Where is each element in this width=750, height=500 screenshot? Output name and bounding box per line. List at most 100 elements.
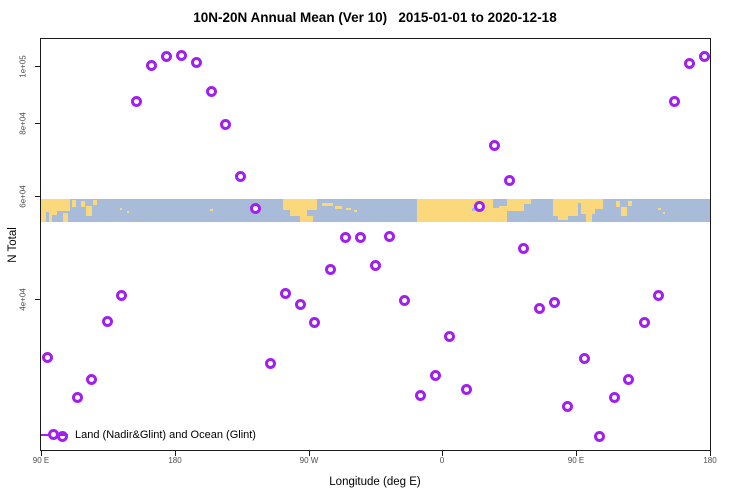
water-patch bbox=[595, 209, 603, 222]
x-tick-label: 180 bbox=[703, 456, 717, 465]
x-tick-label: 0 bbox=[439, 456, 445, 465]
land-patch bbox=[586, 214, 592, 222]
data-point bbox=[652, 289, 664, 301]
water-patch bbox=[493, 199, 499, 208]
map-strip bbox=[41, 199, 710, 222]
data-point bbox=[85, 373, 97, 385]
data-point bbox=[115, 289, 127, 301]
x-tick bbox=[710, 451, 711, 456]
data-point bbox=[234, 170, 246, 182]
legend-label: Land (Nadir&Glint) and Ocean (Glint) bbox=[75, 429, 256, 441]
land-patch bbox=[495, 206, 507, 222]
data-point bbox=[683, 57, 695, 69]
land-patch bbox=[63, 213, 68, 222]
land-patch bbox=[335, 206, 342, 209]
land-patch bbox=[300, 216, 313, 222]
x-tick-label: 90 E bbox=[32, 456, 50, 465]
data-point bbox=[71, 391, 83, 403]
data-point bbox=[578, 352, 590, 364]
land-patch bbox=[507, 199, 524, 211]
water-patch bbox=[46, 212, 49, 222]
land-patch bbox=[57, 199, 70, 211]
land-patch bbox=[81, 201, 85, 207]
data-point bbox=[160, 50, 172, 62]
data-point bbox=[205, 85, 217, 97]
water-patch bbox=[52, 215, 57, 222]
data-point bbox=[219, 118, 231, 130]
data-point bbox=[517, 242, 529, 254]
land-patch bbox=[553, 199, 578, 216]
land-patch bbox=[346, 208, 351, 210]
land-patch bbox=[354, 210, 357, 212]
data-point bbox=[279, 287, 291, 299]
data-point bbox=[608, 391, 620, 403]
data-point bbox=[294, 298, 306, 310]
y-tick-label: 4e+04 bbox=[18, 287, 28, 311]
land-patch bbox=[616, 201, 620, 207]
data-point bbox=[249, 202, 261, 214]
data-point bbox=[488, 139, 500, 151]
data-point bbox=[398, 294, 410, 306]
data-point bbox=[503, 174, 515, 186]
x-tick bbox=[41, 451, 42, 456]
y-tick-label: 6e+04 bbox=[18, 184, 28, 208]
data-point bbox=[383, 230, 395, 242]
land-patch bbox=[658, 208, 661, 210]
land-patch bbox=[524, 199, 531, 204]
x-axis-title: Longitude (deg E) bbox=[329, 476, 421, 488]
x-tick-label: 90 W bbox=[299, 456, 319, 465]
y-tick-label: 1e+05 bbox=[18, 54, 28, 78]
data-point bbox=[145, 59, 157, 71]
data-point bbox=[668, 95, 680, 107]
land-patch bbox=[127, 211, 129, 213]
y-tick bbox=[35, 66, 40, 67]
land-patch bbox=[210, 209, 213, 211]
data-point bbox=[324, 263, 336, 275]
y-tick bbox=[35, 299, 40, 300]
land-patch bbox=[628, 201, 632, 206]
land-patch bbox=[93, 200, 97, 205]
data-point bbox=[548, 296, 560, 308]
x-tick bbox=[175, 451, 176, 456]
x-tick bbox=[309, 451, 310, 456]
data-point bbox=[460, 383, 472, 395]
land-patch bbox=[290, 210, 307, 216]
land-patch bbox=[621, 207, 627, 216]
legend-point-icon bbox=[48, 429, 59, 440]
land-patch bbox=[663, 212, 665, 214]
x-tick-label: 90 E bbox=[567, 456, 585, 465]
water-patch bbox=[472, 208, 475, 211]
x-tick bbox=[442, 451, 443, 456]
y-tick bbox=[35, 123, 40, 124]
data-point bbox=[429, 369, 441, 381]
data-point bbox=[369, 259, 381, 271]
x-tick bbox=[576, 451, 577, 456]
data-point bbox=[443, 330, 455, 342]
data-point bbox=[593, 430, 605, 442]
data-point bbox=[41, 351, 53, 363]
data-point bbox=[130, 95, 142, 107]
data-point bbox=[473, 200, 485, 212]
x-tick-label: 180 bbox=[168, 456, 182, 465]
data-point bbox=[414, 389, 426, 401]
land-patch bbox=[86, 206, 92, 216]
y-tick-label: 8e+04 bbox=[18, 111, 28, 135]
data-point bbox=[622, 373, 634, 385]
chart-title: 10N-20N Annual Mean (Ver 10) 2015-01-01 … bbox=[193, 10, 557, 25]
data-point bbox=[533, 302, 545, 314]
land-patch bbox=[283, 199, 317, 210]
data-point bbox=[698, 50, 710, 62]
data-point bbox=[354, 231, 366, 243]
data-point bbox=[638, 316, 650, 328]
land-patch bbox=[72, 200, 76, 207]
data-point bbox=[561, 400, 573, 412]
data-point bbox=[308, 316, 320, 328]
data-point bbox=[101, 315, 113, 327]
data-point bbox=[264, 357, 276, 369]
data-point bbox=[190, 56, 202, 68]
land-patch bbox=[322, 203, 333, 206]
data-point bbox=[175, 49, 187, 61]
y-tick bbox=[35, 196, 40, 197]
land-patch bbox=[120, 208, 122, 210]
